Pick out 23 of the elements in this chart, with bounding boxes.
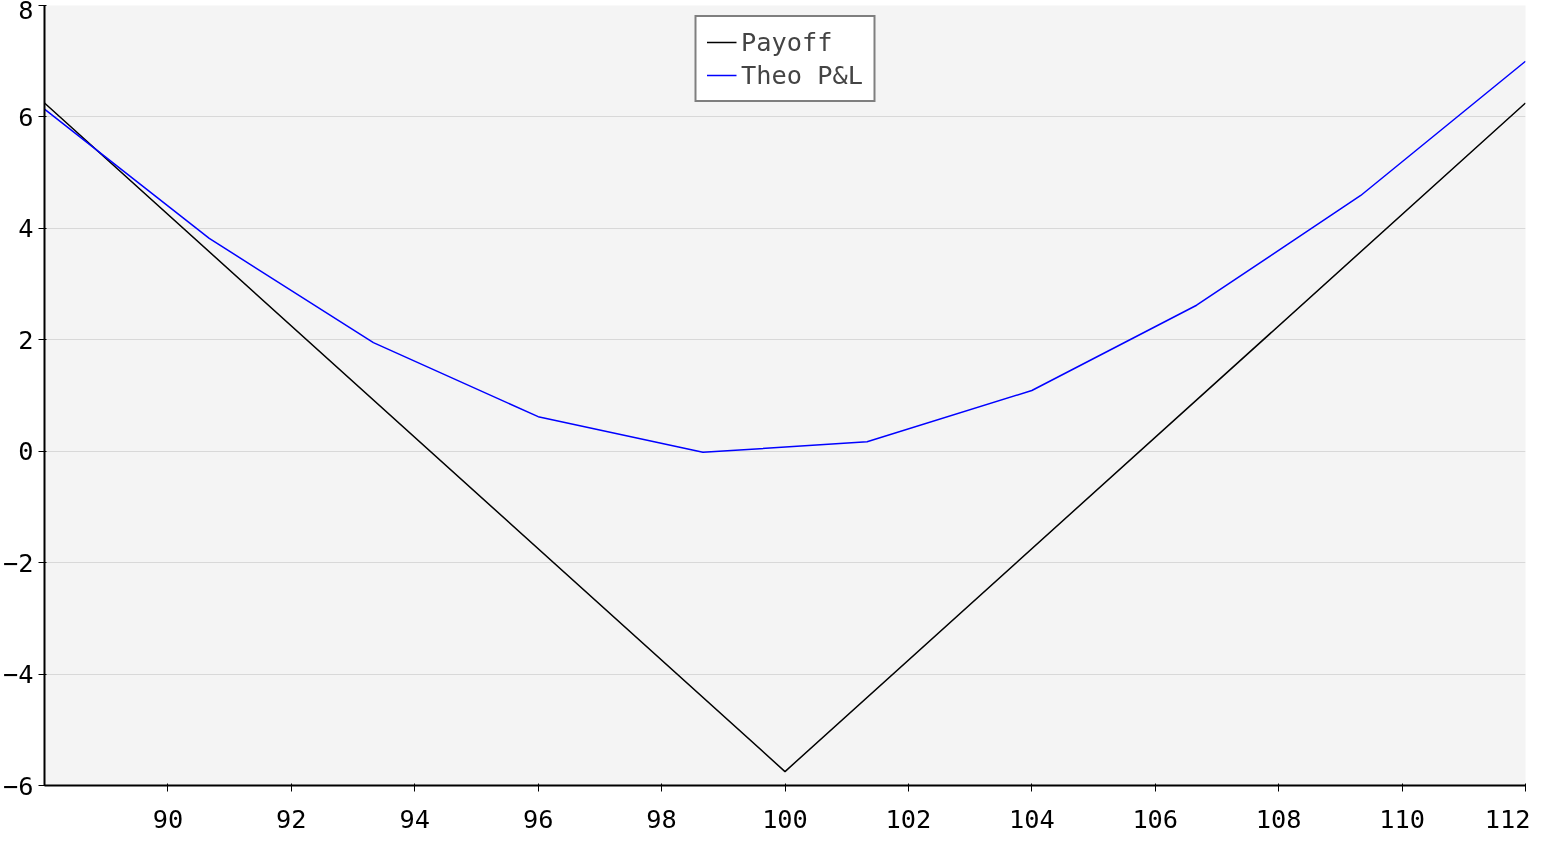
x-tick-label: 108 <box>1255 803 1302 834</box>
y-tick-label: 8 <box>18 0 34 25</box>
y-tick-label: −2 <box>3 547 34 578</box>
x-tick-label: 98 <box>646 803 677 834</box>
x-tick-label: 112 <box>1484 803 1531 834</box>
y-tick-label: −4 <box>3 659 34 690</box>
x-tick-label: 100 <box>762 803 808 834</box>
x-tick-label: 96 <box>522 803 554 834</box>
x-tick-label: 106 <box>1132 803 1179 834</box>
y-tick-label: 0 <box>18 436 34 467</box>
line-series <box>44 60 1526 454</box>
x-tick-label: 90 <box>152 803 184 834</box>
x-tick-label: 102 <box>885 803 932 834</box>
legend-label: Theo P&L <box>741 60 863 90</box>
legend-label: Payoff <box>741 27 833 57</box>
x-tick-label: 104 <box>1008 803 1055 834</box>
x-tick-label: 92 <box>276 803 307 834</box>
y-tick-label: −6 <box>3 770 34 801</box>
x-tick-label: 94 <box>399 803 430 834</box>
y-tick-label: 4 <box>18 213 34 244</box>
y-tick-label: 6 <box>18 101 34 132</box>
y-tick-label: 2 <box>18 324 34 355</box>
x-tick-label: 110 <box>1379 803 1425 834</box>
